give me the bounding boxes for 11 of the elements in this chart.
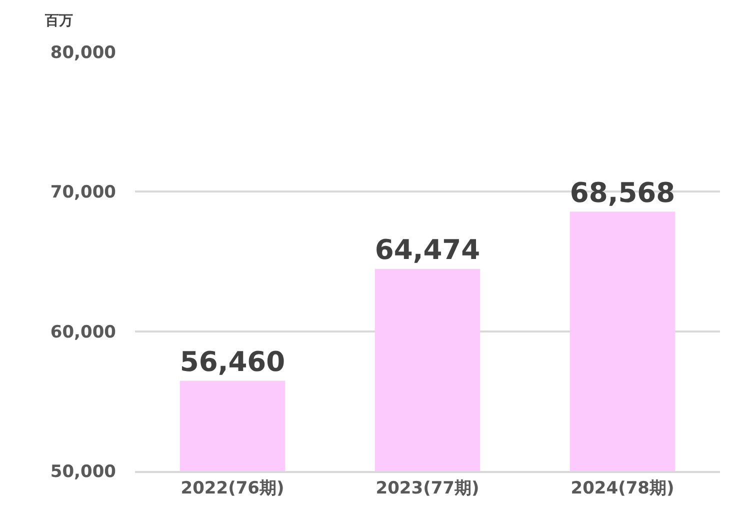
y-tick-label: 80,000	[50, 42, 116, 63]
y-axis-title: 百万	[44, 13, 73, 29]
x-tick-label: 2024(78期)	[570, 478, 674, 498]
data-label: 68,568	[570, 178, 676, 209]
x-tick-label: 2022(76期)	[180, 478, 284, 498]
y-tick-label: 50,000	[50, 462, 116, 482]
y-tick-label: 60,000	[50, 322, 116, 342]
y-tick-label: 70,000	[50, 182, 116, 203]
data-label: 64,474	[374, 235, 480, 266]
x-tick-label: 2023(77期)	[376, 478, 480, 498]
data-label: 56,460	[180, 346, 286, 378]
